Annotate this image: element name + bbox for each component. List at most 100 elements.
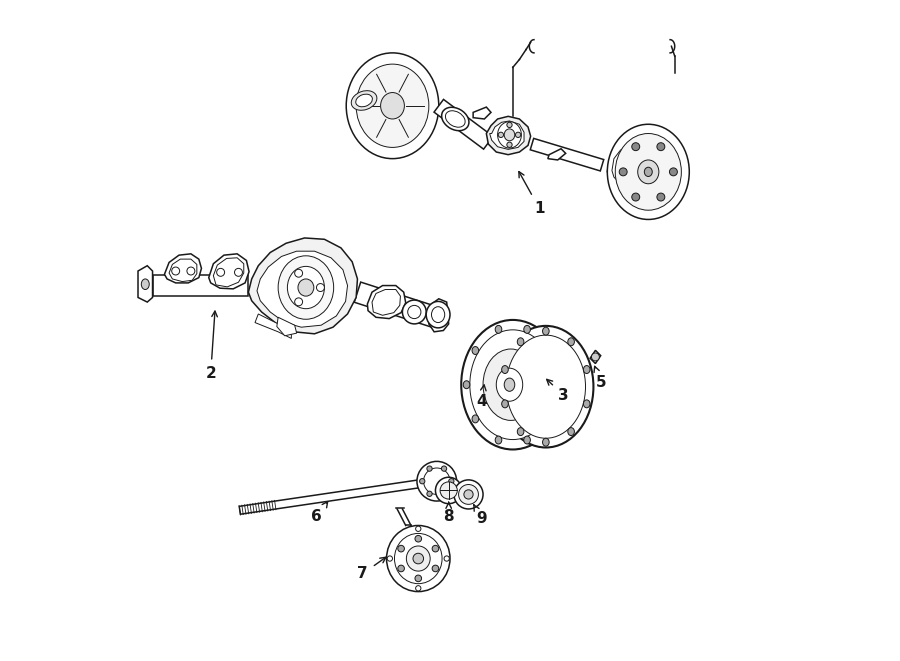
Ellipse shape: [346, 53, 439, 159]
Ellipse shape: [583, 400, 590, 408]
Ellipse shape: [432, 565, 439, 572]
Polygon shape: [138, 266, 153, 302]
Polygon shape: [612, 143, 656, 188]
Ellipse shape: [187, 267, 195, 275]
Ellipse shape: [556, 381, 562, 389]
Text: 3: 3: [546, 379, 569, 403]
Ellipse shape: [417, 461, 456, 501]
Ellipse shape: [498, 122, 521, 148]
Polygon shape: [548, 149, 566, 160]
Ellipse shape: [507, 142, 512, 147]
Ellipse shape: [472, 346, 479, 354]
Ellipse shape: [495, 325, 502, 333]
Polygon shape: [255, 314, 292, 338]
Ellipse shape: [317, 284, 324, 292]
Text: 7: 7: [357, 557, 386, 581]
Polygon shape: [608, 137, 662, 189]
Ellipse shape: [217, 268, 225, 276]
Ellipse shape: [415, 575, 421, 582]
Ellipse shape: [518, 428, 524, 436]
Text: 6: 6: [311, 502, 328, 524]
Ellipse shape: [416, 586, 421, 591]
Text: 4: 4: [476, 385, 487, 408]
Ellipse shape: [294, 269, 302, 277]
Ellipse shape: [235, 268, 242, 276]
Ellipse shape: [427, 491, 432, 496]
Ellipse shape: [407, 546, 430, 571]
Polygon shape: [530, 138, 604, 171]
Ellipse shape: [461, 320, 564, 449]
Ellipse shape: [141, 279, 149, 290]
Polygon shape: [428, 299, 449, 332]
Ellipse shape: [431, 307, 445, 323]
Ellipse shape: [632, 143, 640, 151]
Ellipse shape: [638, 160, 659, 184]
Ellipse shape: [670, 168, 678, 176]
Ellipse shape: [616, 134, 681, 210]
Text: 2: 2: [205, 311, 218, 381]
Ellipse shape: [506, 335, 586, 438]
Ellipse shape: [518, 338, 524, 346]
Polygon shape: [209, 254, 249, 289]
Polygon shape: [372, 290, 400, 315]
Text: 9: 9: [473, 504, 487, 526]
Text: 8: 8: [444, 502, 454, 524]
Ellipse shape: [402, 300, 427, 324]
Ellipse shape: [547, 346, 553, 354]
Polygon shape: [486, 116, 531, 155]
Ellipse shape: [294, 298, 302, 306]
Ellipse shape: [427, 466, 432, 471]
Ellipse shape: [496, 368, 523, 401]
Ellipse shape: [444, 556, 449, 561]
Polygon shape: [248, 238, 357, 334]
Ellipse shape: [416, 526, 421, 531]
Ellipse shape: [436, 477, 462, 504]
Ellipse shape: [427, 301, 450, 328]
Ellipse shape: [504, 129, 515, 141]
Ellipse shape: [470, 330, 556, 440]
Ellipse shape: [608, 124, 689, 219]
Ellipse shape: [619, 168, 627, 176]
Ellipse shape: [516, 132, 521, 137]
Ellipse shape: [356, 64, 428, 147]
Text: 1: 1: [519, 172, 544, 215]
Ellipse shape: [472, 415, 479, 423]
Polygon shape: [490, 121, 524, 149]
Ellipse shape: [386, 525, 450, 592]
Ellipse shape: [387, 556, 392, 561]
Ellipse shape: [419, 479, 425, 484]
Ellipse shape: [298, 279, 314, 296]
Polygon shape: [169, 259, 197, 282]
Polygon shape: [165, 254, 202, 283]
Polygon shape: [257, 251, 347, 327]
Ellipse shape: [524, 325, 530, 333]
Text: 5: 5: [594, 366, 606, 389]
Ellipse shape: [657, 143, 665, 151]
Ellipse shape: [657, 193, 665, 201]
Ellipse shape: [449, 479, 454, 484]
Ellipse shape: [644, 167, 652, 176]
Ellipse shape: [547, 415, 553, 423]
Ellipse shape: [424, 468, 450, 494]
Ellipse shape: [543, 438, 549, 446]
Ellipse shape: [504, 378, 515, 391]
Ellipse shape: [591, 353, 599, 361]
Ellipse shape: [501, 400, 508, 408]
Polygon shape: [213, 258, 244, 287]
Ellipse shape: [356, 94, 373, 107]
Ellipse shape: [464, 381, 470, 389]
Ellipse shape: [381, 93, 404, 119]
Polygon shape: [434, 99, 493, 149]
Ellipse shape: [459, 485, 479, 504]
Ellipse shape: [442, 107, 469, 131]
Polygon shape: [153, 275, 248, 296]
Ellipse shape: [483, 349, 538, 420]
Ellipse shape: [413, 553, 424, 564]
Ellipse shape: [172, 267, 180, 275]
Ellipse shape: [441, 491, 446, 496]
Ellipse shape: [501, 366, 508, 373]
Ellipse shape: [495, 436, 502, 444]
Ellipse shape: [583, 366, 590, 373]
Ellipse shape: [568, 428, 574, 436]
Polygon shape: [239, 477, 437, 514]
